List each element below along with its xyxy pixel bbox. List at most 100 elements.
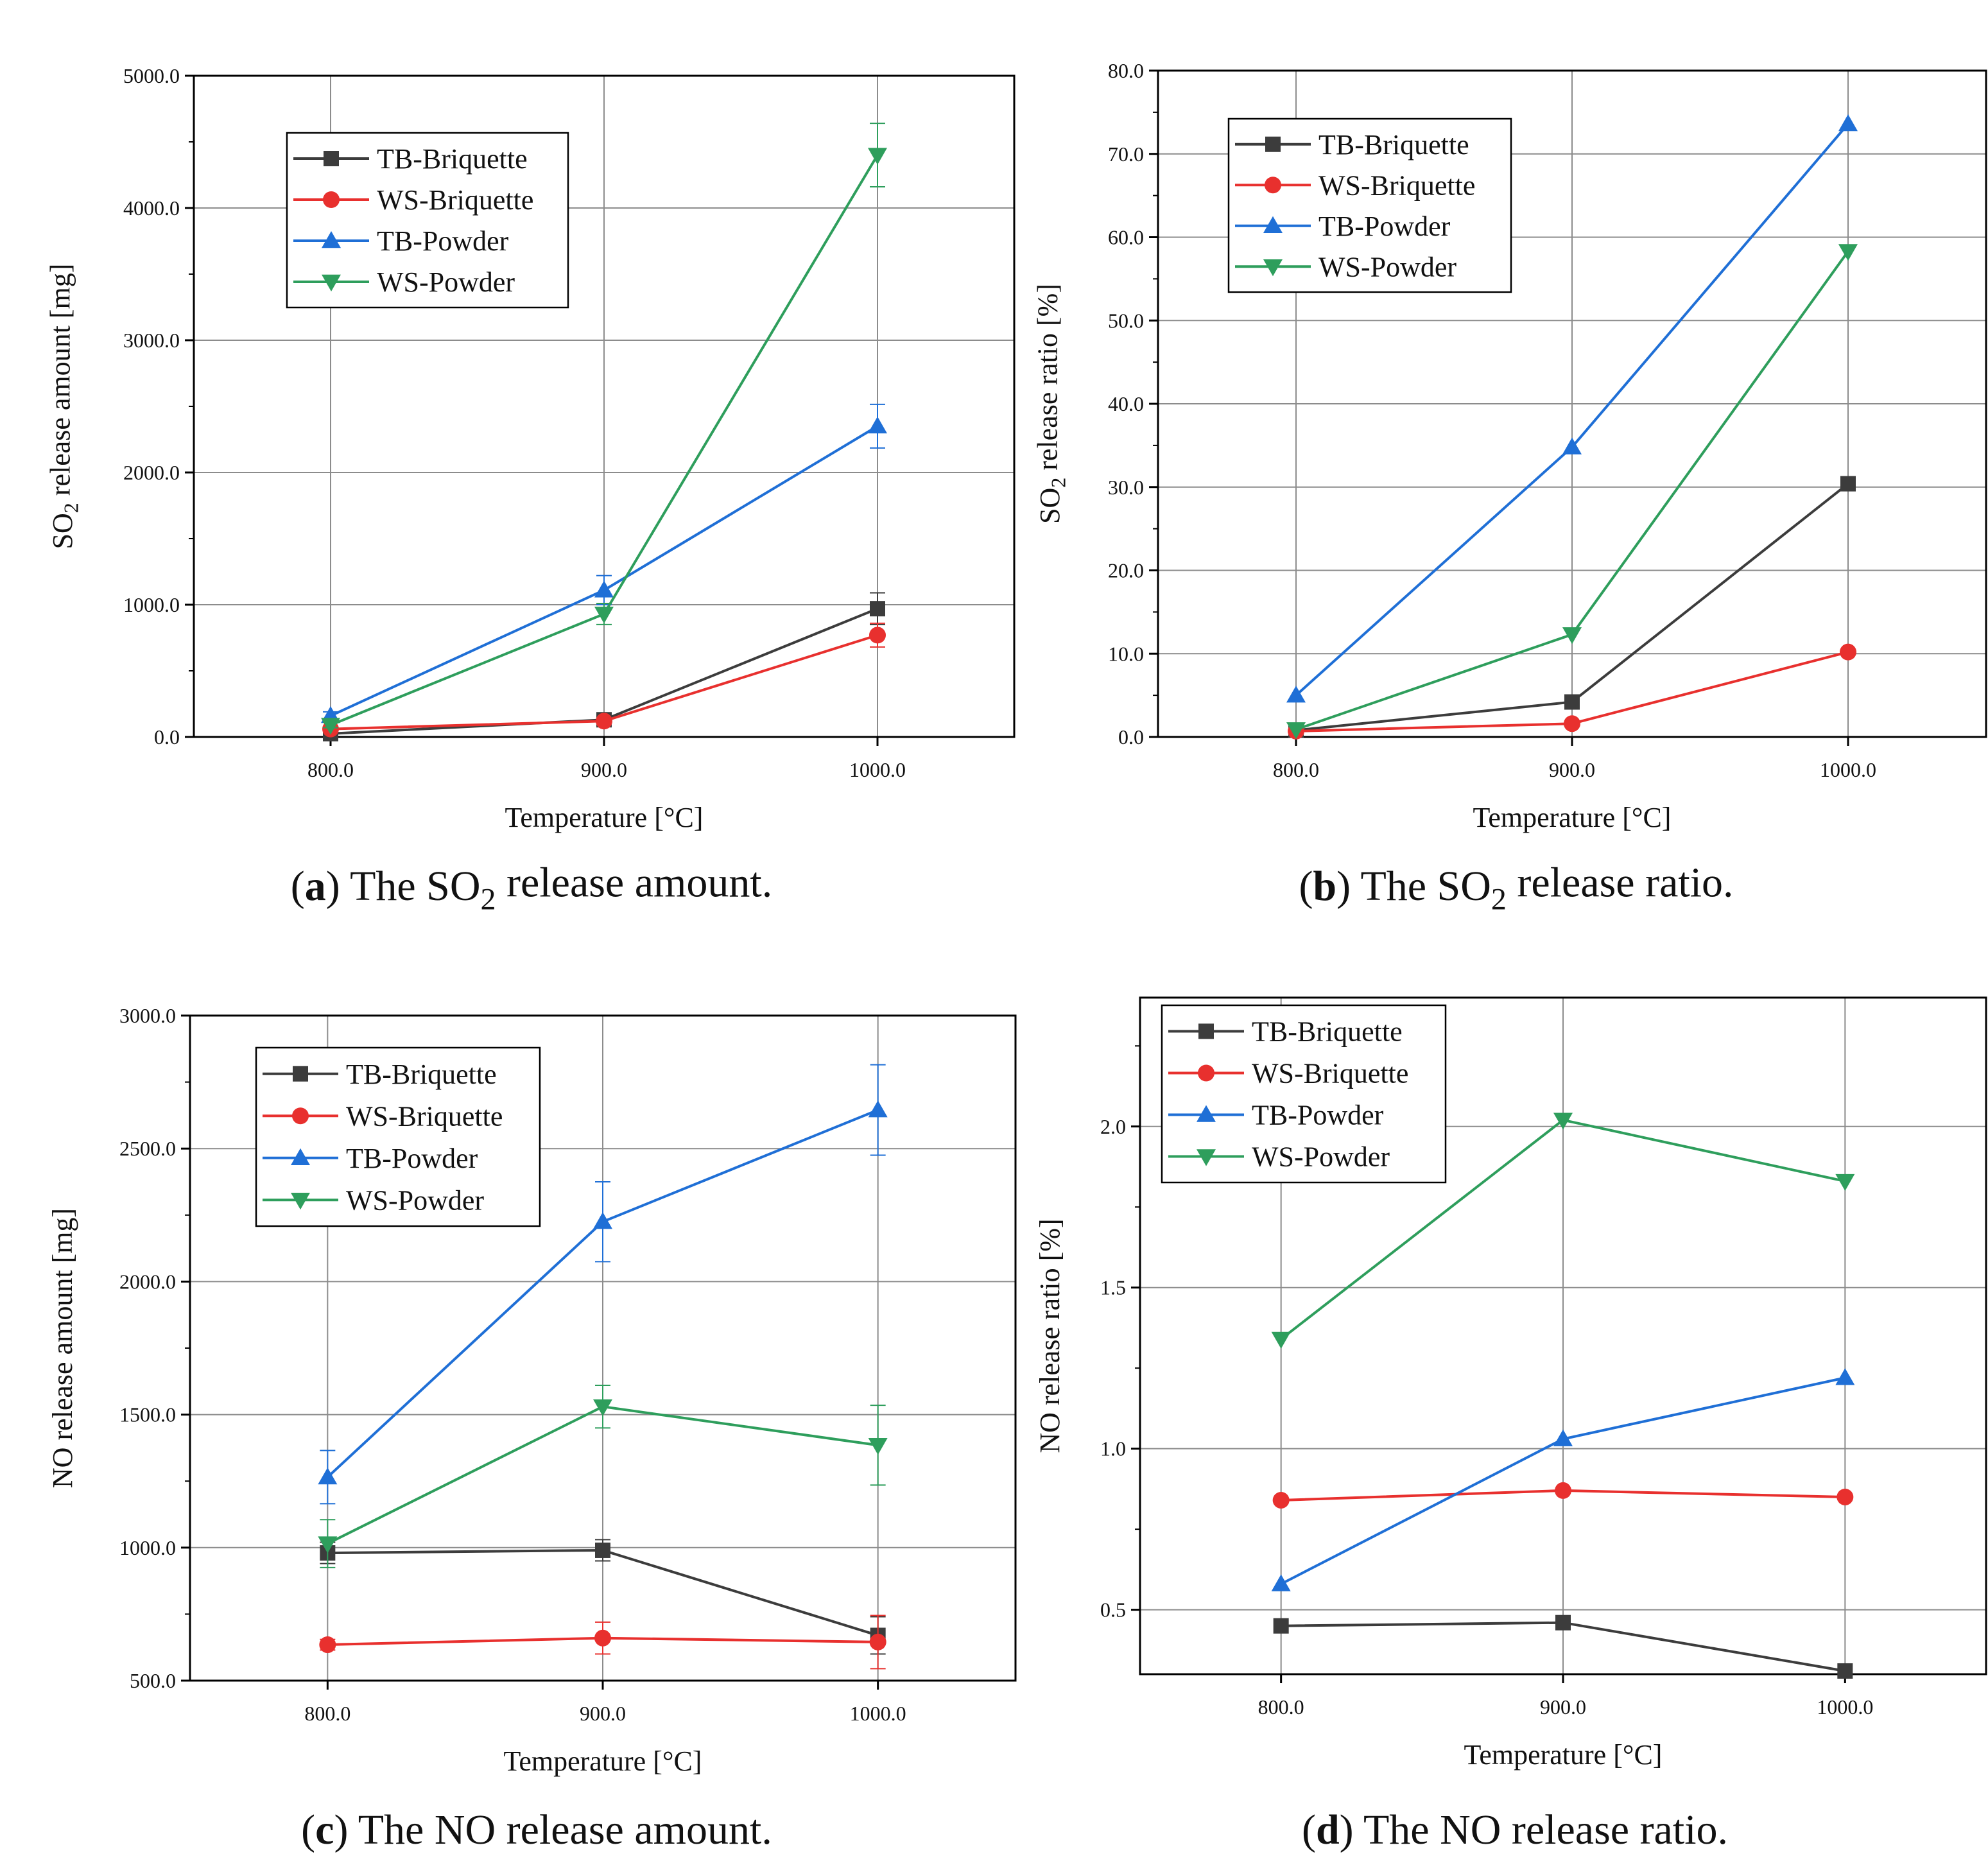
y-axis-label-text: NO release amount [mg] — [47, 1208, 78, 1488]
caption-letter: a — [305, 863, 326, 910]
y-tick-label: 3000.0 — [123, 329, 180, 352]
data-point — [1840, 643, 1856, 661]
legend-marker — [1263, 259, 1283, 277]
legend-item: WS-Briquette — [1168, 1058, 1408, 1089]
data-point — [1553, 1429, 1573, 1446]
data-point — [1555, 1615, 1571, 1631]
y-axis-label-subscript: 2 — [1047, 478, 1070, 488]
legend-marker — [323, 191, 340, 208]
data-point — [595, 1542, 610, 1558]
legend: TB-Briquette WS-Briquette TB-Powder WS-Powd… — [255, 1046, 541, 1227]
legend-item: WS-Briquette — [293, 184, 533, 216]
y-axis-label: NO release ratio [%] — [1034, 1218, 1066, 1453]
legend-item: TB-Briquette — [1235, 129, 1469, 160]
y-axis-label-text: NO release ratio [%] — [1034, 1218, 1066, 1453]
y-tick-label: 20.0 — [1108, 559, 1144, 582]
legend-marker — [291, 1148, 310, 1165]
x-axis-label: Temperature [°C] — [1473, 802, 1672, 833]
x-tick-label: 1000.0 — [1820, 758, 1876, 781]
caption-open-paren: ( — [1299, 863, 1313, 910]
legend-item: WS-Powder — [263, 1184, 484, 1216]
caption-letter: d — [1316, 1806, 1340, 1853]
data-point — [870, 601, 885, 617]
y-tick-label: 0.5 — [1100, 1598, 1126, 1622]
y-axis: 500.0 1000.0 1500.0 2000.0 2500.0 3000.0 — [119, 1004, 190, 1692]
y-tick-label: 80.0 — [1108, 59, 1144, 82]
x-tick-label: 800.0 — [304, 1702, 350, 1725]
x-tick-label: 1000.0 — [849, 758, 906, 781]
x-tick-label: 1000.0 — [1817, 1695, 1873, 1718]
legend-item: WS-Powder — [1168, 1141, 1390, 1173]
data-point — [1835, 1173, 1855, 1191]
legend-label: TB-Briquette — [377, 143, 528, 175]
data-point — [1286, 686, 1306, 703]
y-tick-label: 4000.0 — [123, 196, 180, 220]
series-ws-powder — [1271, 1112, 1855, 1349]
legend-marker — [1265, 136, 1281, 152]
data-point — [868, 148, 887, 165]
y-tick-label: 30.0 — [1108, 476, 1144, 499]
chart-panel-b: 0.0 10.0 20.0 30.0 40.0 50.0 60.0 70.0 80.0 800.0… — [1032, 59, 1987, 917]
legend-marker — [322, 231, 341, 248]
caption-close-paren: ) — [1336, 863, 1360, 910]
data-point — [318, 1536, 338, 1554]
data-point — [869, 627, 886, 644]
data-point — [1840, 476, 1856, 492]
legend-label: WS-Powder — [377, 266, 515, 298]
x-tick-label: 900.0 — [580, 1702, 626, 1725]
data-point — [593, 1399, 612, 1417]
legend-marker — [291, 1193, 310, 1210]
y-axis-label-text-rest: release amount [mg] — [44, 264, 76, 503]
y-tick-label: 2.0 — [1100, 1115, 1126, 1138]
legend-marker — [322, 274, 341, 291]
y-tick-label: 70.0 — [1108, 143, 1144, 166]
legend-label: WS-Briquette — [1252, 1058, 1408, 1089]
y-tick-label: 50.0 — [1108, 309, 1144, 332]
caption-open-paren: ( — [301, 1806, 315, 1853]
y-axis-label-text-rest: release ratio [%] — [1032, 284, 1063, 478]
x-axis: 800.0 900.0 1000.0 — [307, 737, 906, 781]
caption-text: The SO — [1360, 863, 1491, 910]
y-tick-label: 1.5 — [1100, 1276, 1126, 1299]
legend-marker — [1197, 1149, 1216, 1166]
legend-item: WS-Briquette — [263, 1100, 503, 1132]
x-axis-label: Temperature [°C] — [504, 1745, 702, 1777]
y-tick-label: 40.0 — [1108, 392, 1144, 415]
data-point — [868, 1100, 888, 1118]
x-axis: 800.0 900.0 1000.0 — [1258, 1674, 1873, 1718]
legend-label: WS-Powder — [1318, 251, 1456, 282]
y-tick-label: 2000.0 — [123, 461, 180, 484]
series-ws-briquette — [1272, 1482, 1854, 1509]
data-point — [1837, 1663, 1853, 1679]
y-tick-label: 0.0 — [1118, 725, 1144, 749]
y-tick-label: 2500.0 — [119, 1137, 176, 1160]
legend-label: WS-Briquette — [346, 1100, 503, 1132]
legend-item: TB-Powder — [293, 225, 509, 257]
legend-marker — [1265, 177, 1281, 194]
data-point — [596, 713, 612, 730]
legend-marker — [293, 1066, 308, 1082]
series-tb-powder — [1271, 1368, 1855, 1591]
data-point — [1272, 1491, 1290, 1509]
x-axis: 800.0 900.0 1000.0 — [1273, 737, 1876, 781]
legend-label: TB-Powder — [1318, 211, 1451, 242]
caption: (d) The NO release ratio. — [1302, 1806, 1728, 1853]
series-tb-briquette — [1273, 1615, 1853, 1679]
caption-close-paren: ) — [1340, 1806, 1363, 1853]
x-tick-label: 800.0 — [307, 758, 354, 781]
legend-marker — [1198, 1064, 1214, 1082]
series-ws-briquette — [319, 1615, 886, 1670]
y-axis: 0.0 1000.0 2000.0 3000.0 4000.0 5000.0 — [123, 64, 194, 749]
caption-letter: b — [1313, 863, 1336, 910]
data-point — [318, 1467, 338, 1485]
caption: (b) The SO2 release ratio. — [1299, 860, 1733, 917]
legend-item: TB-Powder — [263, 1143, 478, 1174]
data-point — [1562, 627, 1582, 645]
x-tick-label: 900.0 — [1549, 758, 1595, 781]
data-point — [1564, 694, 1580, 710]
data-point — [594, 607, 614, 624]
legend-label: TB-Briquette — [1252, 1016, 1403, 1048]
data-point — [868, 416, 887, 434]
legend-marker — [292, 1107, 309, 1125]
chart-panel-c: 500.0 1000.0 1500.0 2000.0 2500.0 3000.0 800.0… — [47, 1004, 1017, 1853]
